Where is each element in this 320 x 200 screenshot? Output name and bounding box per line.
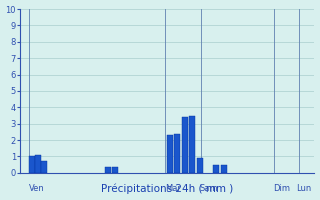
Text: Mar: Mar [165, 184, 180, 193]
Text: Dim: Dim [273, 184, 290, 193]
Bar [29, 156, 35, 173]
Bar [167, 135, 172, 173]
Bar [197, 158, 203, 173]
Text: Lun: Lun [296, 184, 311, 193]
Bar [221, 165, 227, 173]
Bar [35, 155, 41, 173]
Bar [174, 134, 180, 173]
Bar [189, 116, 195, 173]
Text: Sam: Sam [200, 184, 218, 193]
Bar [182, 117, 188, 173]
Bar [41, 161, 47, 173]
Text: Ven: Ven [29, 184, 45, 193]
Bar [105, 167, 111, 173]
Bar [213, 165, 220, 173]
X-axis label: Précipitations 24h ( mm ): Précipitations 24h ( mm ) [101, 184, 234, 194]
Bar [112, 167, 118, 173]
